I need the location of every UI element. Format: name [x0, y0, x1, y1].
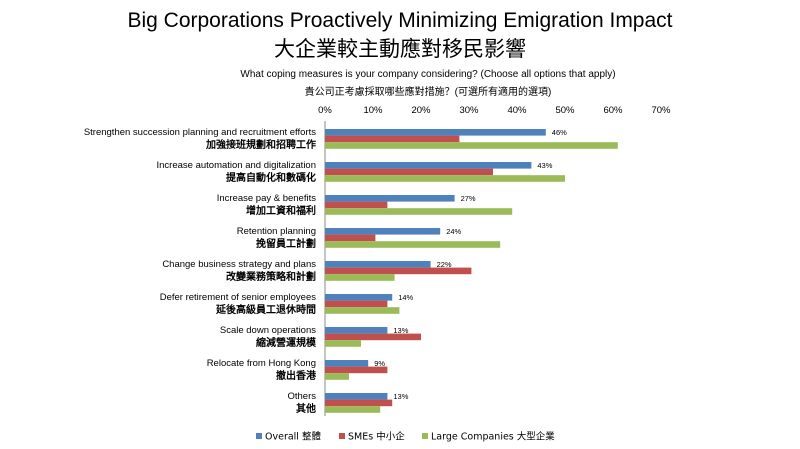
- bar-overall: [325, 294, 393, 301]
- question-text: What coping measures is your company con…: [240, 69, 616, 80]
- x-tick-label: 0%: [318, 105, 332, 116]
- category-label-zh: 撤出香港: [276, 369, 317, 382]
- bar-overall: [325, 393, 388, 400]
- category-label: Increase pay & benefits: [217, 193, 317, 204]
- category-label-zh: 其他: [296, 402, 316, 415]
- bar-overall: [325, 129, 546, 136]
- bar-smes: [325, 333, 421, 341]
- legend-swatch: [339, 433, 345, 439]
- x-tick-label: 70%: [651, 105, 671, 116]
- x-tick-label: 30%: [459, 105, 479, 116]
- bar-smes: [325, 234, 376, 242]
- bar-smes: [325, 300, 388, 308]
- bar-overall: [325, 327, 388, 334]
- category-label-zh: 提高自動化和數碼化: [226, 171, 316, 184]
- category-label: Strengthen succession planning and recru…: [84, 127, 316, 138]
- category-label: Increase automation and digitalization: [157, 160, 317, 171]
- data-label: 46%: [552, 128, 567, 137]
- legend-label: Overall 整體: [265, 431, 321, 443]
- x-tick-label: 40%: [507, 105, 527, 116]
- bar-smes: [325, 201, 388, 209]
- bar-overall: [325, 360, 369, 367]
- category-label: Others: [287, 391, 316, 402]
- bar-smes: [325, 399, 393, 407]
- chart-title-zh: 大企業較主動應對移民影響: [274, 38, 526, 61]
- x-tick-label: 50%: [555, 105, 575, 116]
- bar-large: [325, 175, 565, 182]
- legend-swatch: [422, 433, 428, 439]
- x-tick-label: 60%: [603, 105, 623, 116]
- data-label: 22%: [437, 260, 452, 269]
- legend-label: SMEs 中小企: [348, 431, 405, 443]
- bar-large: [325, 274, 395, 281]
- bar-smes: [325, 366, 388, 374]
- category-label-zh: 挽留員工計劃: [256, 237, 316, 250]
- category-label: Relocate from Hong Kong: [207, 358, 316, 369]
- data-label: 9%: [374, 359, 385, 368]
- bar-large: [325, 406, 381, 413]
- data-label: 24%: [446, 227, 461, 236]
- bar-large: [325, 307, 400, 314]
- data-label: 13%: [393, 392, 408, 401]
- category-label: Defer retirement of senior employees: [160, 292, 317, 303]
- bar-overall: [325, 261, 431, 268]
- bar-large: [325, 142, 618, 149]
- data-label: 43%: [537, 161, 552, 170]
- bar-overall: [325, 228, 441, 235]
- category-label-zh: 增加工資和福利: [246, 204, 316, 217]
- category-label-zh: 加強接班規劃和招聘工作: [205, 138, 316, 151]
- legend-swatch: [256, 433, 262, 439]
- category-label-zh: 改變業務策略和計劃: [226, 270, 316, 283]
- chart-title: Big Corporations Proactively Minimizing …: [127, 9, 673, 32]
- bar-smes: [325, 267, 472, 275]
- bar-large: [325, 340, 361, 347]
- x-tick-label: 10%: [363, 105, 383, 116]
- question-text-zh: 貴公司正考慮採取哪些應對措施？(可選所有適用的選項): [304, 87, 552, 98]
- category-label: Retention planning: [237, 226, 316, 237]
- bar-smes: [325, 168, 493, 176]
- bar-overall: [325, 162, 532, 169]
- bar-overall: [325, 195, 455, 202]
- legend-label: Large Companies 大型企業: [431, 431, 555, 443]
- category-label: Change business strategy and plans: [162, 259, 316, 270]
- bar-large: [325, 208, 513, 215]
- category-label: Scale down operations: [220, 325, 316, 336]
- bar-large: [325, 373, 349, 380]
- data-label: 14%: [398, 293, 413, 302]
- bar-large: [325, 241, 501, 248]
- bar-smes: [325, 135, 460, 143]
- data-label: 27%: [461, 194, 476, 203]
- x-tick-label: 20%: [411, 105, 431, 116]
- data-label: 13%: [393, 326, 408, 335]
- category-label-zh: 延後高級員工退休時間: [215, 303, 316, 316]
- category-label-zh: 縮減營運規模: [256, 336, 317, 349]
